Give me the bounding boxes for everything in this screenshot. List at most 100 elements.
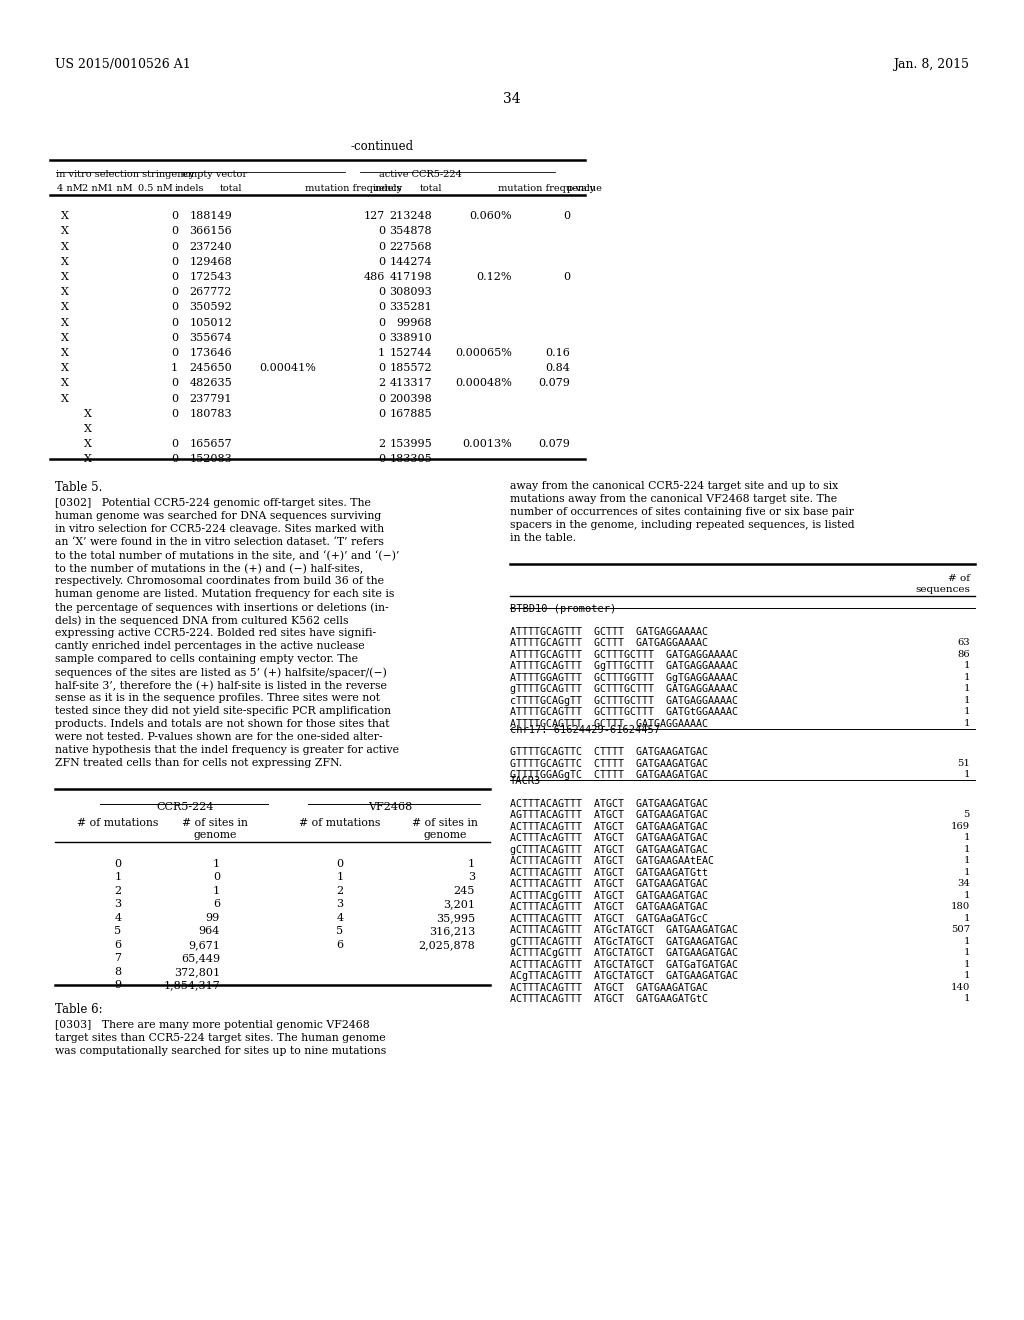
Text: X: X xyxy=(61,242,69,252)
Text: 1: 1 xyxy=(964,857,970,866)
Text: [0303]   There are many more potential genomic VF2468: [0303] There are many more potential gen… xyxy=(55,1020,370,1031)
Text: 2: 2 xyxy=(337,886,344,896)
Text: 354878: 354878 xyxy=(389,227,432,236)
Text: 0.079: 0.079 xyxy=(539,440,570,449)
Text: 0: 0 xyxy=(171,318,178,327)
Text: ACTTTAcAGTTT  ATGCT  GATGAAGATGAC: ACTTTAcAGTTT ATGCT GATGAAGATGAC xyxy=(510,833,708,843)
Text: cTTTTGCAGgTT  GCTTTGCTTT  GATGAGGAAAAC: cTTTTGCAGgTT GCTTTGCTTT GATGAGGAAAAC xyxy=(510,696,738,706)
Text: 4: 4 xyxy=(115,913,122,923)
Text: 2: 2 xyxy=(378,379,385,388)
Text: sense as it is in the sequence profiles. Three sites were not: sense as it is in the sequence profiles.… xyxy=(55,693,380,704)
Text: X: X xyxy=(61,393,69,404)
Text: 1: 1 xyxy=(964,771,970,779)
Text: 0: 0 xyxy=(171,227,178,236)
Text: 245: 245 xyxy=(454,886,475,896)
Text: 267772: 267772 xyxy=(189,288,232,297)
Text: sequences of the sites are listed as 5’ (+) halfsite/spacer/(−): sequences of the sites are listed as 5’ … xyxy=(55,668,387,678)
Text: 144274: 144274 xyxy=(389,257,432,267)
Text: US 2015/0010526 A1: US 2015/0010526 A1 xyxy=(55,58,190,71)
Text: 0: 0 xyxy=(378,288,385,297)
Text: GTTTTGCAGTTC  CTTTT  GATGAAGATGAC: GTTTTGCAGTTC CTTTT GATGAAGATGAC xyxy=(510,747,708,758)
Text: 3: 3 xyxy=(468,873,475,882)
Text: active CCR5-224: active CCR5-224 xyxy=(379,170,462,180)
Text: 372,801: 372,801 xyxy=(174,966,220,977)
Text: 6: 6 xyxy=(337,940,344,950)
Text: X: X xyxy=(84,409,92,418)
Text: indels: indels xyxy=(373,183,402,193)
Text: 0.00048%: 0.00048% xyxy=(455,379,512,388)
Text: 5: 5 xyxy=(964,810,970,820)
Text: 0: 0 xyxy=(171,393,178,404)
Text: 6: 6 xyxy=(213,899,220,909)
Text: 152083: 152083 xyxy=(189,454,232,465)
Text: ACTTTACAGTTT  ATGCT  GATGAAGATGtC: ACTTTACAGTTT ATGCT GATGAAGATGtC xyxy=(510,994,708,1005)
Text: X: X xyxy=(84,454,92,465)
Text: gCTTTACAGTTT  ATGcTATGCT  GATGAAGATGAC: gCTTTACAGTTT ATGcTATGCT GATGAAGATGAC xyxy=(510,937,738,946)
Text: 188149: 188149 xyxy=(189,211,232,222)
Text: 2,025,878: 2,025,878 xyxy=(418,940,475,950)
Text: 2: 2 xyxy=(115,886,122,896)
Text: 1 nM: 1 nM xyxy=(106,183,133,193)
Text: X: X xyxy=(61,302,69,313)
Text: 237240: 237240 xyxy=(189,242,232,252)
Text: 65,449: 65,449 xyxy=(181,953,220,964)
Text: 0: 0 xyxy=(171,454,178,465)
Text: X: X xyxy=(84,440,92,449)
Text: X: X xyxy=(61,333,69,343)
Text: 1,854,317: 1,854,317 xyxy=(163,981,220,990)
Text: 1: 1 xyxy=(964,719,970,727)
Text: 105012: 105012 xyxy=(189,318,232,327)
Text: in the table.: in the table. xyxy=(510,533,575,544)
Text: 227568: 227568 xyxy=(389,242,432,252)
Text: chr17: 61624429-61624457: chr17: 61624429-61624457 xyxy=(510,725,660,735)
Text: 99: 99 xyxy=(206,913,220,923)
Text: were not tested. P-values shown are for the one-sided alter-: were not tested. P-values shown are for … xyxy=(55,733,383,742)
Text: 0: 0 xyxy=(171,211,178,222)
Text: genome: genome xyxy=(194,830,237,841)
Text: to the total number of mutations in the site, and ‘(+)’ and ‘(−)’: to the total number of mutations in the … xyxy=(55,550,399,561)
Text: ATTTTGGAGTTT  GCTTTGGTTT  GgTGAGGAAAAC: ATTTTGGAGTTT GCTTTGGTTT GgTGAGGAAAAC xyxy=(510,673,738,682)
Text: ACTTTACAGTTT  ATGCT  GATGAAGATGtt: ACTTTACAGTTT ATGCT GATGAAGATGtt xyxy=(510,869,708,878)
Text: 1: 1 xyxy=(964,661,970,671)
Text: ATTTTGCAGTTT  GCTTTGCTTT  GATGAGGAAAAC: ATTTTGCAGTTT GCTTTGCTTT GATGAGGAAAAC xyxy=(510,649,738,660)
Text: 86: 86 xyxy=(957,649,970,659)
Text: human genome was searched for DNA sequences surviving: human genome was searched for DNA sequen… xyxy=(55,511,381,521)
Text: X: X xyxy=(61,379,69,388)
Text: 140: 140 xyxy=(950,983,970,991)
Text: 35,995: 35,995 xyxy=(436,913,475,923)
Text: gTTTTGCAGTTT  GCTTTGCTTT  GATGAGGAAAAC: gTTTTGCAGTTT GCTTTGCTTT GATGAGGAAAAC xyxy=(510,684,738,694)
Text: # of sites in: # of sites in xyxy=(182,818,248,829)
Text: 6: 6 xyxy=(115,940,122,950)
Text: mutation frequency: mutation frequency xyxy=(498,183,595,193)
Text: 1: 1 xyxy=(964,994,970,1003)
Text: 0: 0 xyxy=(171,302,178,313)
Text: away from the canonical CCR5-224 target site and up to six: away from the canonical CCR5-224 target … xyxy=(510,482,839,491)
Text: 0: 0 xyxy=(171,379,178,388)
Text: 413317: 413317 xyxy=(389,379,432,388)
Text: 9,671: 9,671 xyxy=(188,940,220,950)
Text: 1: 1 xyxy=(213,886,220,896)
Text: 0: 0 xyxy=(378,393,385,404)
Text: 0: 0 xyxy=(563,211,570,222)
Text: 0: 0 xyxy=(378,454,385,465)
Text: 0: 0 xyxy=(337,859,344,869)
Text: 0.079: 0.079 xyxy=(539,379,570,388)
Text: mutations away from the canonical VF2468 target site. The: mutations away from the canonical VF2468… xyxy=(510,495,838,504)
Text: 308093: 308093 xyxy=(389,288,432,297)
Text: 0.0013%: 0.0013% xyxy=(462,440,512,449)
Text: ACTTTACAGTTT  ATGCT  GATGAAGATGAC: ACTTTACAGTTT ATGCT GATGAAGATGAC xyxy=(510,799,708,809)
Text: 185572: 185572 xyxy=(389,363,432,374)
Text: 245650: 245650 xyxy=(189,363,232,374)
Text: 1: 1 xyxy=(213,859,220,869)
Text: products. Indels and totals are not shown for those sites that: products. Indels and totals are not show… xyxy=(55,719,389,730)
Text: Table 5.: Table 5. xyxy=(55,482,102,495)
Text: 153995: 153995 xyxy=(389,440,432,449)
Text: 180783: 180783 xyxy=(189,409,232,418)
Text: Table 6:: Table 6: xyxy=(55,1003,102,1016)
Text: 200398: 200398 xyxy=(389,393,432,404)
Text: 0: 0 xyxy=(378,227,385,236)
Text: 0: 0 xyxy=(171,242,178,252)
Text: ACgTTACAGTTT  ATGCTATGCT  GATGAAGATGAC: ACgTTACAGTTT ATGCTATGCT GATGAAGATGAC xyxy=(510,972,738,981)
Text: [0302]   Potential CCR5-224 genomic off-target sites. The: [0302] Potential CCR5-224 genomic off-ta… xyxy=(55,499,371,508)
Text: spacers in the genome, including repeated sequences, is listed: spacers in the genome, including repeate… xyxy=(510,520,855,531)
